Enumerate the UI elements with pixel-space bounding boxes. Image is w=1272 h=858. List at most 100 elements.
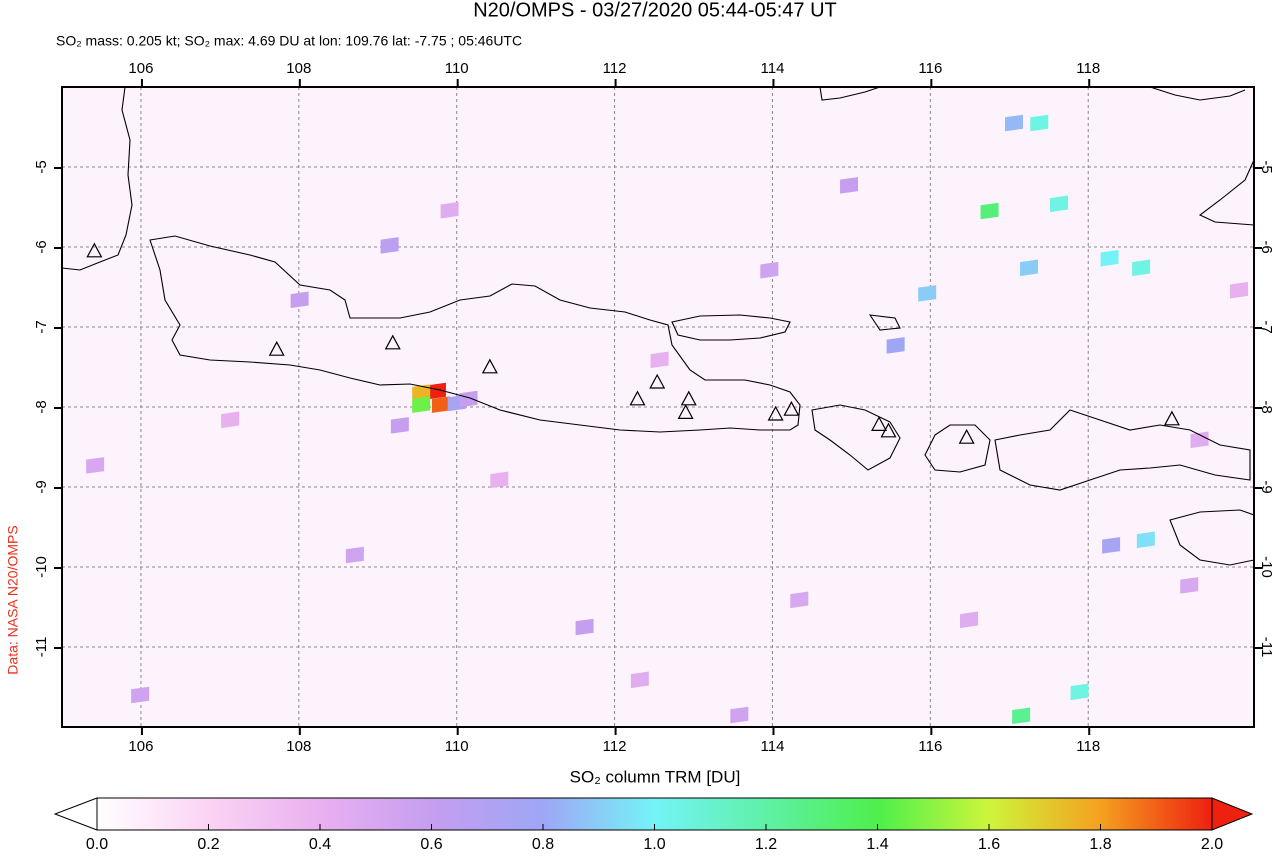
x-tick-label: 116	[918, 60, 942, 77]
x-tick-label: 112	[603, 738, 627, 755]
volcano	[783, 400, 800, 416]
sumatra	[62, 87, 133, 271]
y-tick	[1254, 167, 1262, 169]
sulawesi	[1198, 159, 1254, 226]
x-tick	[140, 79, 143, 87]
so2-pixel	[1132, 259, 1151, 277]
volcano	[86, 242, 103, 258]
y-tick	[54, 327, 62, 329]
colorbar: 0.0 0.2 0.4 0.6 0.8 1.0 1.2 1.4 1.6 1.8 2.0	[53, 797, 1254, 853]
volcano	[649, 373, 666, 389]
colorbar-tick-label: 1.4	[866, 836, 888, 853]
so2-pixel	[1136, 531, 1155, 549]
so2-pixel	[886, 337, 905, 354]
y-tick-label: -6	[33, 240, 50, 253]
y-tick-label: -7	[1258, 320, 1272, 333]
so2-pixel	[790, 591, 809, 609]
y-tick	[54, 167, 62, 169]
x-tick-label: 106	[128, 60, 153, 77]
so2-pixel	[459, 390, 478, 408]
x-tick-label: 112	[603, 60, 627, 77]
so2-pixel	[650, 351, 669, 369]
y-tick	[54, 247, 62, 249]
y-tick	[1254, 567, 1262, 569]
x-axis-title: SO₂ column TRM [DU]	[570, 767, 741, 786]
volcano	[871, 416, 888, 431]
sumba	[1169, 509, 1254, 566]
x-tick-label: 108	[286, 738, 311, 755]
y-tick	[1254, 407, 1262, 409]
y-tick	[1254, 487, 1262, 489]
x-tick-label: 118	[1076, 738, 1100, 755]
so2-pixel	[1012, 707, 1031, 725]
volcano	[680, 390, 697, 406]
colorbar-tick-label: 0.0	[86, 836, 108, 853]
so2-pixel	[575, 618, 594, 636]
volcano	[629, 390, 646, 406]
so2-pixel	[412, 384, 431, 401]
x-tick	[140, 727, 143, 735]
so2-pixel	[431, 396, 450, 413]
so2-pixel	[1030, 114, 1049, 132]
volcanoes	[86, 242, 1180, 444]
y-tick	[1254, 247, 1262, 249]
x-tick-label: 116	[918, 738, 942, 755]
x-tick-label: 118	[1076, 60, 1100, 77]
x-tick-label: 110	[445, 60, 469, 77]
colorbar-tick-label: 1.6	[978, 836, 1000, 853]
java	[149, 235, 801, 433]
so2-pixel	[1020, 259, 1039, 277]
y-tick	[1254, 327, 1262, 329]
colorbar-tick-label: 0.4	[309, 836, 331, 853]
volcano	[677, 404, 694, 419]
so2-pixel	[760, 261, 779, 279]
colorbar-tick-label: 2.0	[1201, 836, 1223, 853]
volcano	[268, 340, 285, 356]
so2-pixel	[840, 177, 859, 194]
y-tick	[54, 487, 62, 489]
y-tick-label: -10	[1258, 556, 1272, 578]
so2-pixel	[630, 671, 649, 689]
volcano	[767, 405, 784, 421]
volcano	[481, 358, 498, 374]
colorbar-tick-label: 1.2	[755, 836, 777, 853]
y-tick-label: -6	[1258, 240, 1272, 253]
y-tick-label: -11	[33, 637, 50, 658]
so2-pixel	[1180, 577, 1199, 594]
borneo-east	[1149, 87, 1246, 101]
so2-pixel	[1190, 431, 1209, 449]
volcano	[880, 422, 897, 438]
coastlines	[62, 87, 1254, 566]
y-tick-label: -7	[33, 320, 50, 333]
y-tick-label: -9	[33, 480, 50, 493]
nusa-penida	[868, 314, 901, 331]
so2-pixel	[730, 706, 749, 724]
y-tick-label: -8	[1258, 400, 1272, 413]
x-tick	[614, 727, 617, 735]
x-tick	[930, 727, 933, 735]
y-tick	[54, 647, 62, 649]
so2-pixel	[1102, 537, 1121, 554]
so2-pixel	[918, 285, 937, 302]
x-tick	[930, 79, 933, 87]
y-tick-label: -9	[1258, 480, 1272, 493]
so2-pixel	[412, 396, 431, 413]
volcano	[958, 428, 975, 444]
title: N20/OMPS - 03/27/2020 05:44-05:47 UT	[473, 0, 837, 21]
so2-pixel	[980, 202, 999, 220]
x-tick	[456, 727, 459, 735]
axes: 106 106 108 108 110 110 112 112 114 114 116 116 118 1…	[33, 60, 1272, 755]
so2-pixel	[345, 546, 364, 564]
so2-pixel	[1005, 114, 1024, 132]
so2-pixel	[221, 411, 240, 429]
x-tick	[614, 79, 617, 87]
colorbar-tick-label: 1.8	[1089, 836, 1111, 853]
x-tick	[298, 727, 301, 735]
x-tick	[1088, 79, 1091, 87]
y-tick-label: -5	[1258, 160, 1272, 173]
sumbawa	[994, 409, 1251, 491]
so2-pixel	[390, 417, 409, 434]
source: Data: NASA N20/OMPS	[5, 525, 21, 674]
so2-pixel	[1100, 249, 1119, 267]
